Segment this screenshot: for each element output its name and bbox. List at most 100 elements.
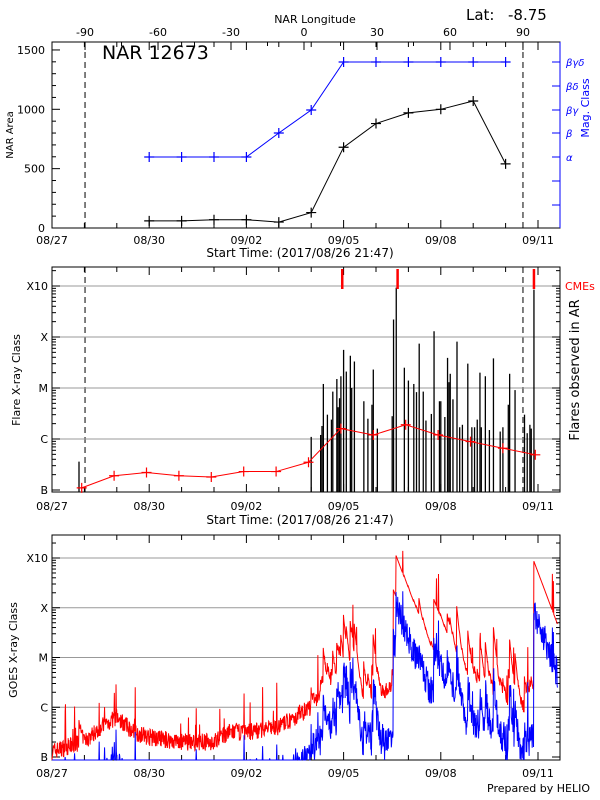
panel-goes: B C M X X10 08/27 08/30 09/02 09/05 09/08 09/11 <box>26 534 561 780</box>
footer-credit: Prepared by HELIO <box>487 782 590 795</box>
average-flare-point <box>368 429 379 440</box>
area-point <box>273 217 284 228</box>
area-point <box>435 104 446 115</box>
goes-long-channel-line <box>51 550 558 761</box>
y2-tick-label: β <box>565 129 573 140</box>
lat-value: -8.75 <box>508 6 547 24</box>
x-tick-label: 09/11 <box>522 500 554 513</box>
y-tick-label: X10 <box>26 280 48 293</box>
x-tick-label: 09/05 <box>328 234 360 247</box>
average-flare-point <box>335 423 346 434</box>
average-flare-point <box>206 471 217 482</box>
area-point <box>468 95 479 106</box>
x-tick-label: 09/05 <box>328 767 360 780</box>
area-point <box>241 214 252 225</box>
area-point <box>403 107 414 118</box>
mag-class-point <box>338 57 349 67</box>
x-axis-label-1: Start Time: (2017/08/26 21:47) <box>206 246 393 260</box>
mag-class-point <box>306 105 317 115</box>
mag-class-series-line <box>149 61 506 158</box>
x-tick-label: 09/11 <box>522 234 554 247</box>
x-tick-label: 09/02 <box>231 500 263 513</box>
top-tick-label: -90 <box>76 26 94 39</box>
mag-class-point <box>176 152 187 162</box>
y-tick-label: B <box>40 484 48 497</box>
x-tick-label: 09/08 <box>425 500 457 513</box>
y-tick-label: X <box>40 331 48 344</box>
average-flare-point <box>530 449 541 460</box>
x-tick-label: 08/30 <box>133 500 165 513</box>
x-tick-label: 09/05 <box>328 500 360 513</box>
y-tick-label: 1500 <box>17 44 45 57</box>
mag-class-point <box>403 57 414 67</box>
average-flare-point <box>433 429 444 440</box>
top-tick-label: -60 <box>149 26 167 39</box>
y-tick-label: C <box>40 701 48 714</box>
x-tick-label: 09/08 <box>425 234 457 247</box>
mag-class-point <box>435 57 446 67</box>
y2-axis-label-flares-observed: Flares observed in AR <box>568 299 583 440</box>
x-axis-label-2: Start Time: (2017/08/26 21:47) <box>206 513 393 527</box>
panel-nar-area: 08/27 08/30 09/02 09/05 09/08 09/11 0 500 1000 15… <box>17 26 584 247</box>
y-tick-label: 0 <box>38 222 45 235</box>
top-axis-label: NAR Longitude <box>274 13 356 26</box>
top-tick-label: 60 <box>443 26 457 39</box>
mag-class-point <box>468 57 479 67</box>
top-tick-label: 30 <box>370 26 384 39</box>
top-tick-label: 0 <box>301 26 308 39</box>
average-flare-point <box>497 443 508 454</box>
mag-class-point <box>209 152 219 162</box>
x-tick-label: 09/08 <box>425 767 457 780</box>
plot-frame <box>51 41 561 229</box>
average-flare-point <box>109 470 120 481</box>
average-flare-point <box>238 466 249 477</box>
mag-class-point <box>241 152 252 162</box>
y2-tick-label: βδ <box>565 82 579 93</box>
x-tick-label: 08/30 <box>133 234 165 247</box>
top-tick-label: -30 <box>222 26 240 39</box>
area-point <box>209 214 219 225</box>
y-tick-label: 1000 <box>17 103 45 116</box>
area-point <box>338 142 349 153</box>
y-tick-label: X <box>40 602 48 615</box>
y-tick-label: B <box>40 751 48 764</box>
average-flare-point <box>465 436 476 447</box>
x-tick-label: 09/11 <box>522 767 554 780</box>
y-tick-label: M <box>39 382 49 395</box>
top-tick-label: 90 <box>516 26 530 39</box>
plot-frame <box>51 266 561 493</box>
lat-label: Lat: <box>466 6 494 24</box>
y2-tick-label: βγδ <box>565 58 584 69</box>
area-point <box>176 215 187 226</box>
y-tick-label: X10 <box>26 552 48 565</box>
area-point <box>371 118 381 129</box>
mag-class-point <box>371 57 381 67</box>
mag-class-point <box>144 152 155 162</box>
cme-label: CMEs <box>565 280 595 293</box>
x-tick-label: 08/27 <box>36 500 68 513</box>
goes-short-channel-line <box>52 591 558 761</box>
panel-flares: B C M X X10 08/27 08/30 09/02 09/05 09/08 09/11 <box>26 266 561 513</box>
x-tick-label: 09/02 <box>231 767 263 780</box>
x-tick-label: 08/30 <box>133 767 165 780</box>
y2-tick-label: βγ <box>565 106 579 117</box>
area-series-line <box>149 100 507 223</box>
mag-class-point <box>500 57 511 67</box>
average-flare-point <box>271 466 282 477</box>
y-axis-label-flare: Flare X-ray Class <box>10 334 23 426</box>
y2-axis-label-mag-class: Mag. Class <box>579 78 592 137</box>
y-tick-label: M <box>39 652 49 665</box>
average-flare-point <box>303 457 314 468</box>
mag-class-point <box>273 128 284 138</box>
y-axis-label-area: NAR Area <box>5 111 16 158</box>
x-tick-label: 08/27 <box>36 767 68 780</box>
y2-tick-label: α <box>566 153 573 164</box>
area-point <box>500 158 511 169</box>
average-flare-point <box>173 470 184 481</box>
area-point <box>306 207 317 218</box>
y-tick-label: C <box>40 433 48 446</box>
average-flare-point <box>141 467 152 478</box>
average-flare-point <box>400 419 411 430</box>
y-axis-label-goes: GOES X-ray Class <box>7 602 20 698</box>
